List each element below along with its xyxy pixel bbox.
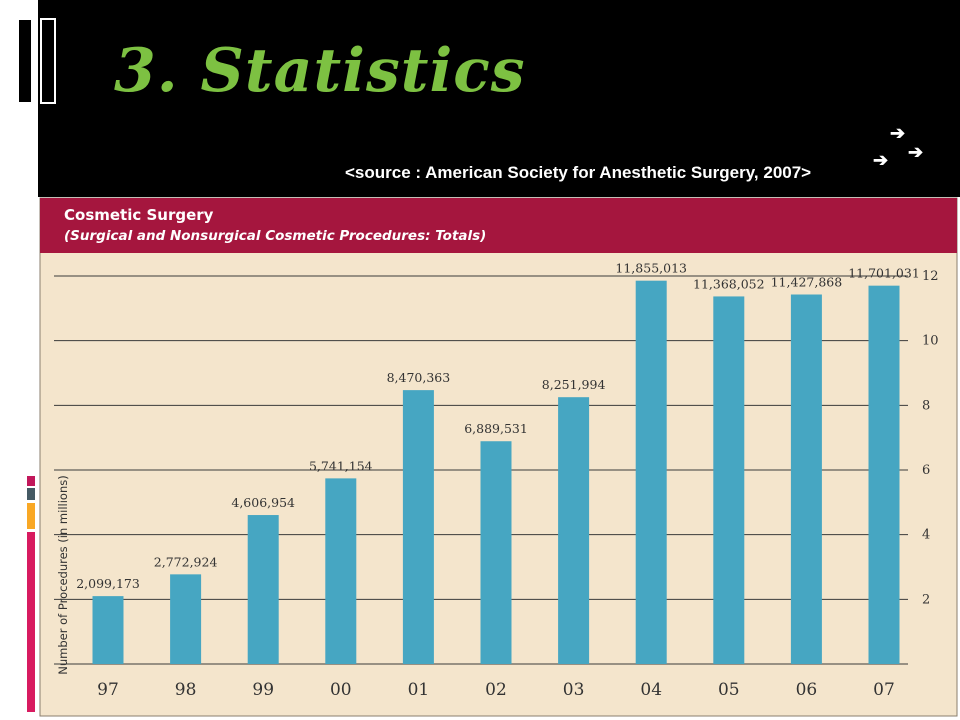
source-citation: <source : American Society for Anestheti… — [345, 163, 812, 182]
y-tick-label: 6 — [922, 463, 930, 478]
arrow-icon: ➔ — [890, 123, 906, 143]
y-tick-label: 12 — [922, 269, 939, 284]
edge-accent-bar — [27, 476, 35, 486]
edge-accent-bar — [27, 488, 35, 500]
x-tick-label: 97 — [97, 680, 119, 700]
value-label: 2,099,173 — [76, 576, 140, 591]
chart-title: Cosmetic Surgery — [64, 206, 214, 224]
x-tick-label: 04 — [640, 680, 662, 700]
chart-subtitle: (Surgical and Nonsurgical Cosmetic Proce… — [64, 228, 486, 244]
decorative-frame-right — [40, 18, 56, 104]
value-label: 2,772,924 — [154, 554, 218, 569]
bar-97 — [92, 596, 124, 664]
value-label: 8,470,363 — [387, 370, 451, 385]
bar-06 — [790, 294, 822, 664]
value-label: 5,741,154 — [309, 458, 373, 473]
x-tick-label: 06 — [796, 680, 818, 700]
value-label: 11,427,868 — [771, 274, 843, 289]
y-tick-label: 10 — [922, 334, 939, 349]
slide-title: 3. Statistics — [114, 36, 526, 106]
bar-02 — [480, 441, 512, 664]
arrow-icon: ➔ — [873, 150, 889, 170]
arrow-icon: ➔ — [908, 142, 924, 162]
y-tick-label: 2 — [922, 592, 930, 607]
x-tick-label: 98 — [175, 680, 197, 700]
value-label: 11,701,031 — [848, 266, 920, 281]
bar-03 — [558, 397, 590, 664]
bar-chart: Cosmetic Surgery (Surgical and Nonsurgic… — [39, 197, 958, 717]
chart-header — [40, 198, 957, 253]
value-label: 6,889,531 — [464, 421, 528, 436]
x-tick-label: 07 — [873, 680, 895, 700]
y-tick-label: 4 — [922, 528, 930, 543]
bar-99 — [247, 515, 279, 664]
value-label: 8,251,994 — [542, 377, 606, 392]
slide-header-band — [38, 0, 960, 197]
decorative-frame-left — [17, 18, 33, 104]
value-label: 11,368,052 — [693, 276, 765, 291]
bar-01 — [402, 390, 434, 664]
value-label: 11,855,013 — [615, 261, 687, 276]
edge-accent-bar — [27, 503, 35, 529]
y-tick-label: 8 — [922, 398, 930, 413]
edge-accent-bar — [27, 532, 35, 712]
bar-98 — [170, 574, 202, 664]
bar-07 — [868, 285, 900, 664]
x-tick-label: 01 — [408, 680, 430, 700]
y-axis-title: Number of Procedures (in millions) — [56, 475, 70, 674]
x-tick-label: 05 — [718, 680, 740, 700]
bar-04 — [635, 280, 667, 664]
x-tick-label: 03 — [563, 680, 585, 700]
bar-00 — [325, 478, 357, 664]
x-tick-label: 02 — [485, 680, 507, 700]
bar-05 — [713, 296, 745, 664]
x-tick-label: 00 — [330, 680, 352, 700]
x-tick-label: 99 — [252, 680, 274, 700]
value-label: 4,606,954 — [231, 495, 295, 510]
